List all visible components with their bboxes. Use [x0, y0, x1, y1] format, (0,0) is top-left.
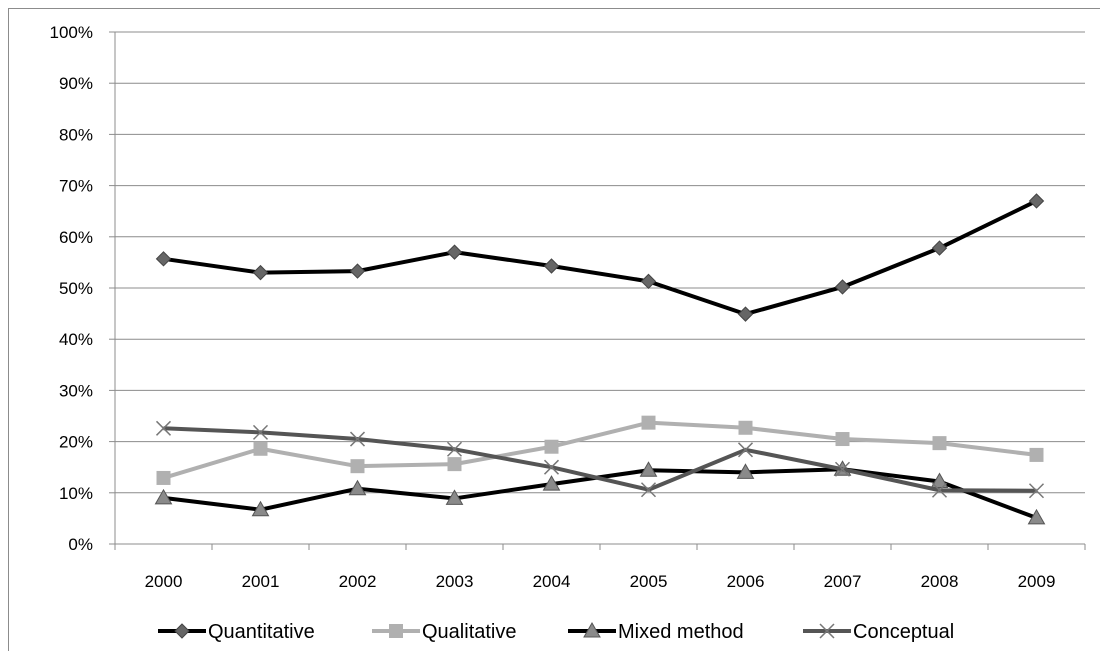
series-line-quantitative: [163, 199, 1038, 317]
x-tick-label: 2001: [242, 572, 280, 591]
data-point-mixed-method: [639, 461, 658, 477]
data-point-mixed-method: [445, 489, 464, 505]
series-conceptual: [155, 420, 1045, 499]
data-point-qualitative: [932, 436, 947, 451]
x-tick-label: 2009: [1018, 572, 1056, 591]
y-tick-label: 80%: [59, 125, 93, 144]
data-point-conceptual: [640, 482, 657, 498]
series-line-conceptual: [163, 426, 1037, 493]
x-tick-label: 2000: [145, 572, 183, 591]
data-point-conceptual: [349, 431, 366, 447]
legend-marker-conceptual: [819, 623, 835, 639]
y-tick-label: 90%: [59, 74, 93, 93]
data-point-conceptual: [1028, 483, 1045, 499]
x-tick-label: 2002: [339, 572, 377, 591]
data-point-quantitative: [349, 263, 366, 279]
data-point-qualitative: [1029, 447, 1044, 462]
chart-frame: [8, 8, 1100, 651]
axes: [109, 31, 1086, 550]
legend: Quantitative Qualitative Mixed method Conce…: [158, 621, 954, 643]
legend-marker-qualitative: [389, 624, 403, 638]
data-point-conceptual: [834, 461, 851, 477]
x-tick-labels: 2000 2001 2002 2003 2004 2005 2006 2007 2008 2009: [145, 572, 1056, 591]
x-tick-label: 2006: [727, 572, 765, 591]
y-tick-label: 10%: [59, 484, 93, 503]
y-tick-labels: 0% 10% 20% 30% 40% 50% 60% 70% 80% 90% 100%: [50, 23, 93, 554]
legend-marker-quantitative: [174, 623, 190, 639]
series-line-qualitative: [162, 420, 1037, 480]
data-point-conceptual: [446, 441, 463, 457]
legend-item-qualitative: Qualitative: [372, 621, 517, 643]
data-point-mixed-method: [1027, 508, 1046, 525]
legend-item-conceptual: Conceptual: [803, 621, 954, 643]
legend-item-quantitative: Quantitative: [158, 621, 315, 643]
y-tick-label: 60%: [59, 228, 93, 247]
data-point-quantitative: [931, 240, 948, 256]
data-point-mixed-method: [348, 479, 367, 496]
legend-label: Conceptual: [853, 621, 954, 643]
data-point-mixed-method: [736, 463, 755, 479]
data-point-qualitative: [641, 415, 656, 430]
series-qualitative: [156, 415, 1044, 485]
data-point-qualitative: [350, 459, 365, 474]
x-tick-label: 2003: [436, 572, 474, 591]
data-point-qualitative: [544, 439, 559, 454]
x-tick-label: 2008: [921, 572, 959, 591]
legend-label: Mixed method: [618, 621, 744, 643]
data-point-qualitative: [156, 470, 171, 485]
grid-lines: [115, 31, 1085, 494]
y-tick-label: 30%: [59, 381, 93, 400]
y-tick-label: 50%: [59, 279, 93, 298]
legend-item-mixed-method: Mixed method: [568, 621, 744, 643]
data-point-quantitative: [737, 306, 754, 322]
data-point-quantitative: [1028, 193, 1045, 209]
y-tick-label: 100%: [50, 23, 93, 42]
data-point-quantitative: [543, 258, 560, 274]
data-point-conceptual: [931, 482, 948, 498]
data-point-qualitative: [835, 432, 850, 447]
y-tick-label: 40%: [59, 330, 93, 349]
y-tick-label: 20%: [59, 433, 93, 452]
series-layer: [154, 193, 1046, 525]
data-point-mixed-method: [930, 472, 949, 489]
legend-label: Qualitative: [422, 621, 517, 643]
data-point-qualitative: [253, 441, 268, 456]
data-point-quantitative: [155, 251, 172, 267]
legend-label: Quantitative: [208, 621, 315, 643]
data-point-quantitative: [252, 264, 269, 281]
y-tick-label: 0%: [68, 535, 93, 554]
data-point-qualitative: [738, 420, 753, 435]
series-quantitative: [155, 193, 1045, 322]
legend-marker-mixed-method: [583, 621, 601, 638]
data-point-mixed-method: [251, 500, 270, 517]
data-point-quantitative: [640, 273, 657, 290]
data-point-conceptual: [543, 459, 560, 475]
x-tick-label: 2007: [824, 572, 862, 591]
data-point-conceptual: [252, 424, 269, 440]
x-tick-label: 2005: [630, 572, 668, 591]
y-tick-label: 70%: [59, 177, 93, 196]
x-tick-label: 2004: [533, 572, 571, 591]
data-point-mixed-method: [542, 475, 561, 491]
data-point-conceptual: [737, 442, 754, 458]
data-point-mixed-method: [154, 488, 173, 505]
data-point-qualitative: [447, 457, 462, 472]
data-point-conceptual: [155, 420, 172, 436]
data-point-quantitative: [446, 244, 463, 260]
data-point-quantitative: [834, 279, 851, 295]
